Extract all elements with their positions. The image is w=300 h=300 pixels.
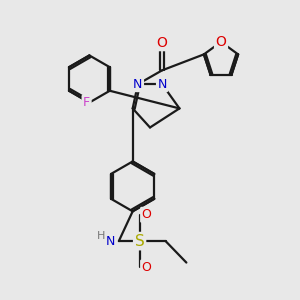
Text: O: O xyxy=(142,208,152,221)
Text: O: O xyxy=(216,35,226,49)
Text: O: O xyxy=(157,36,168,50)
Text: O: O xyxy=(142,261,152,274)
Text: N: N xyxy=(133,78,142,91)
Text: H: H xyxy=(97,231,106,241)
Text: N: N xyxy=(158,78,167,91)
Text: N: N xyxy=(106,235,115,248)
Text: S: S xyxy=(135,234,145,249)
Text: F: F xyxy=(83,96,90,109)
